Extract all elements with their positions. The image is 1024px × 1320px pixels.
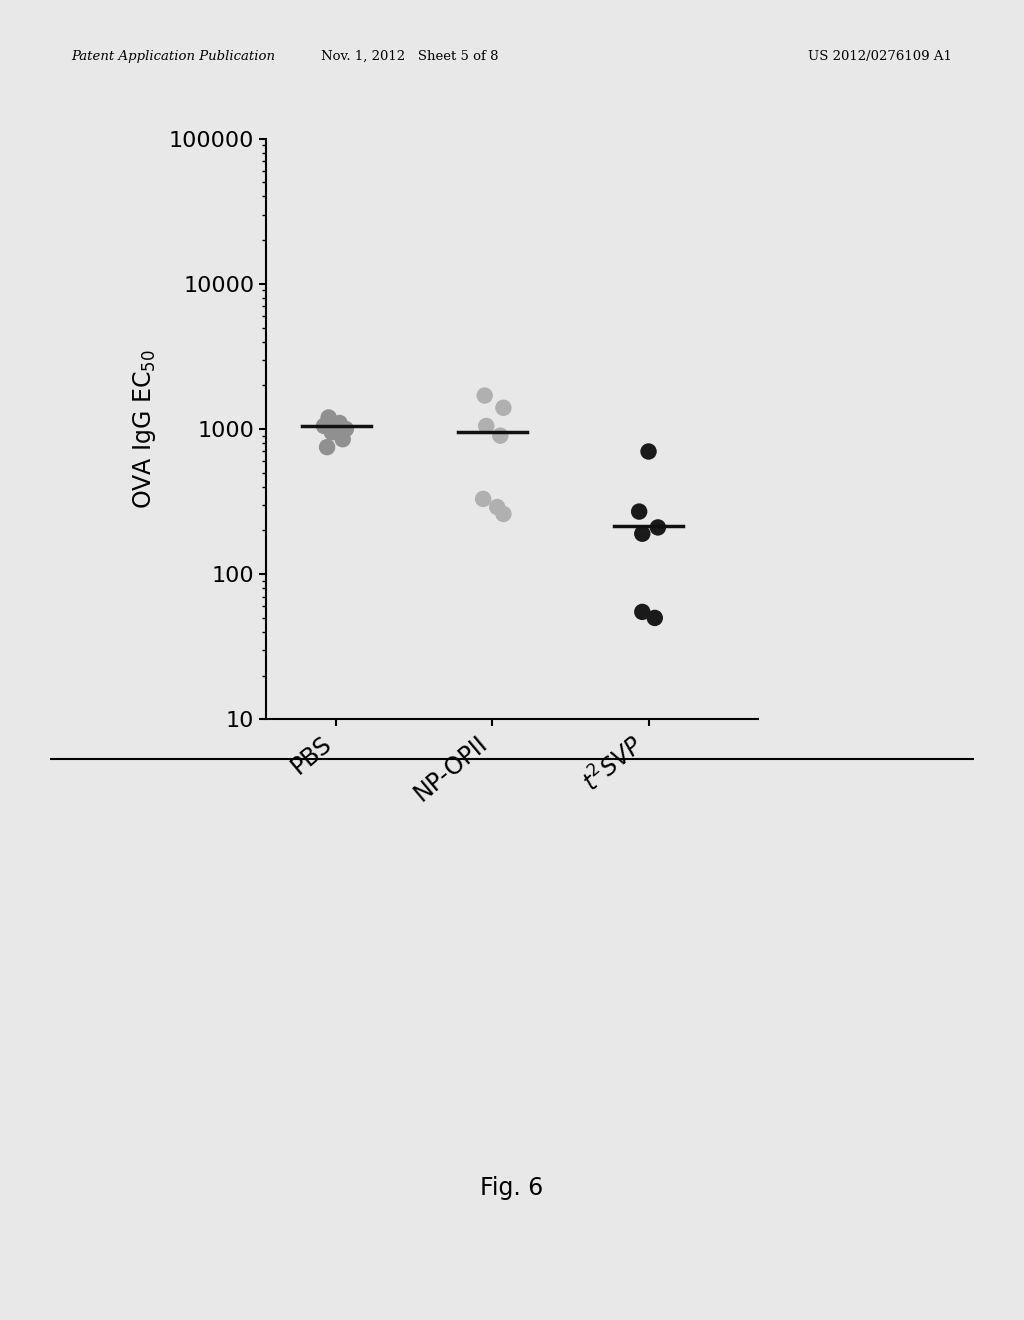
- Point: [475, 488, 492, 510]
- Point: [332, 412, 348, 433]
- Point: [489, 496, 506, 517]
- Point: [634, 602, 650, 623]
- Point: [631, 502, 647, 523]
- Text: Patent Application Publication: Patent Application Publication: [72, 50, 275, 63]
- Point: [324, 421, 340, 442]
- Point: [496, 503, 512, 524]
- Point: [338, 418, 354, 440]
- Y-axis label: OVA IgG EC$_{50}$: OVA IgG EC$_{50}$: [131, 348, 158, 510]
- Point: [649, 517, 666, 539]
- Text: Fig. 6: Fig. 6: [480, 1176, 544, 1200]
- Point: [321, 407, 337, 428]
- Point: [318, 437, 335, 458]
- Point: [476, 385, 493, 407]
- Point: [478, 416, 495, 437]
- Point: [640, 441, 656, 462]
- Point: [496, 397, 512, 418]
- Text: Nov. 1, 2012   Sheet 5 of 8: Nov. 1, 2012 Sheet 5 of 8: [321, 50, 499, 63]
- Point: [315, 416, 332, 437]
- Point: [634, 523, 650, 544]
- Point: [493, 425, 509, 446]
- Text: US 2012/0276109 A1: US 2012/0276109 A1: [808, 50, 952, 63]
- Point: [335, 429, 351, 450]
- Point: [646, 607, 663, 628]
